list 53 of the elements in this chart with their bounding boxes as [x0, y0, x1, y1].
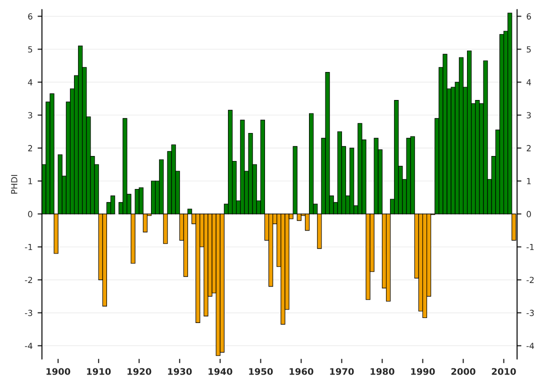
y2-tick-label: 6: [526, 13, 531, 20]
y-axis-title: PHDI: [11, 175, 18, 194]
x-tick-label: 2010: [492, 368, 516, 375]
x-tick-label: 1920: [128, 368, 152, 375]
y2-tick-label: -3: [526, 310, 534, 316]
bar: [467, 50, 472, 214]
bar: [350, 148, 354, 214]
bar: [171, 144, 176, 214]
bar: [196, 214, 200, 323]
y-tick-label: 2: [28, 145, 32, 152]
y-tick-label: 6: [28, 13, 32, 20]
bar: [122, 118, 128, 214]
bar: [280, 214, 286, 325]
bar: [248, 132, 253, 214]
bar: [406, 138, 411, 214]
bar: [325, 72, 330, 214]
bar: [240, 120, 245, 214]
y2-tick-label: 2: [526, 145, 531, 152]
y-tick-label: 0: [28, 210, 32, 218]
y-tick-label: 5: [28, 46, 32, 53]
bar: [268, 214, 274, 287]
y2-tick-label: 0: [526, 210, 531, 218]
bar: [483, 60, 488, 214]
y2-tick-label: -4: [526, 342, 534, 349]
x-tick-label: 1990: [411, 368, 435, 375]
bar: [110, 196, 116, 214]
y-tick-label: 1: [28, 178, 32, 184]
y-tick-label: -3: [24, 310, 32, 316]
x-tick-label: 1960: [290, 368, 314, 375]
x-tick-label: 1980: [370, 368, 394, 375]
bar: [442, 54, 448, 214]
y2-tick-label: 3: [526, 112, 531, 118]
x-tick-label: 2000: [451, 368, 476, 375]
y2-tick-label: -2: [526, 276, 534, 283]
y2-tick-label: -1: [526, 244, 534, 250]
y-tick-label: 3: [28, 112, 32, 118]
bar: [204, 214, 208, 316]
x-tick-label: 1950: [249, 368, 273, 375]
bar: [358, 123, 362, 214]
y-tick-label: -4: [24, 342, 32, 349]
y-tick-label: 4: [28, 79, 32, 86]
x-tick-label: 1940: [208, 368, 232, 375]
x-tick-label: 1930: [168, 368, 192, 375]
bar: [228, 110, 233, 214]
bar: [394, 100, 399, 214]
x-tick-label: 1900: [46, 368, 70, 375]
y2-tick-label: 4: [526, 79, 531, 86]
y-tick-label: -1: [24, 244, 32, 250]
y-tick-label: -2: [24, 276, 32, 283]
x-tick-label: 1910: [87, 368, 111, 375]
x-tick-label: 1970: [330, 368, 354, 375]
y2-tick-label: 1: [527, 178, 531, 184]
y2-tick-label: 5: [526, 46, 531, 53]
